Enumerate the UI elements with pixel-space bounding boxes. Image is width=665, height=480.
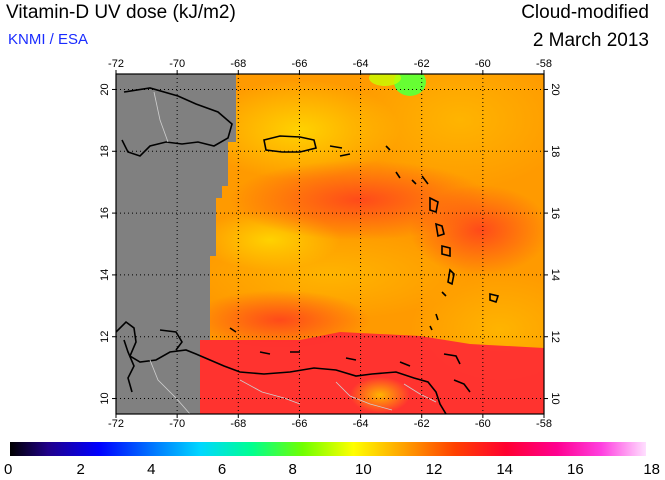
lon-label-bottom: -64	[353, 418, 369, 430]
colorbar-label: 16	[567, 461, 584, 478]
colorbar-label: 6	[218, 461, 226, 478]
lat-label-right: 10	[549, 392, 561, 404]
lat-label-left: 14	[99, 269, 111, 281]
colorbar-label: 0	[4, 461, 12, 478]
uv-field	[116, 74, 544, 414]
axis-ticks: -72 -72 -70 -70 -68 -68 -66 -66 -64 -64 -62 -62 -60 -…	[99, 58, 561, 430]
coastlines	[116, 87, 500, 414]
lon-label-top: -60	[475, 58, 491, 70]
colorbar-label: 14	[496, 461, 513, 478]
lat-label-right: 18	[549, 145, 561, 157]
lon-label-top: -66	[291, 58, 307, 70]
lat-label-left: 20	[99, 83, 111, 95]
lon-label-bottom: -70	[169, 418, 185, 430]
colorbar-label: 10	[355, 461, 372, 478]
lon-label-top: -64	[353, 58, 369, 70]
lat-label-left: 18	[99, 145, 111, 157]
lat-label-right: 20	[549, 83, 561, 95]
date-label: 2 March 2013	[532, 30, 649, 51]
lat-label-right: 14	[549, 269, 561, 281]
colorbar-label: 4	[147, 461, 155, 478]
colorbar-ticks: 0 2 4 6 8 10 12 14 16 18	[4, 461, 660, 478]
lon-label-bottom: -68	[230, 418, 246, 430]
map-title: Vitamin-D UV dose (kJ/m2)	[6, 2, 236, 23]
colorbar-label: 12	[426, 461, 443, 478]
lon-label-bottom: -60	[475, 418, 491, 430]
map-frame	[115, 73, 545, 415]
lat-label-left: 16	[99, 207, 111, 219]
lon-label-top: -68	[230, 58, 246, 70]
lon-label-top: -58	[536, 58, 552, 70]
lon-label-top: -72	[108, 58, 124, 70]
mode-label: Cloud-modified	[521, 2, 649, 23]
colorbar-label: 2	[76, 461, 84, 478]
borders	[149, 91, 437, 414]
lon-label-bottom: -62	[414, 418, 430, 430]
colorbar	[10, 442, 646, 456]
lon-label-top: -70	[169, 58, 185, 70]
lon-label-bottom: -72	[108, 418, 124, 430]
lat-lon-grid	[116, 74, 544, 414]
colorbar-label: 18	[643, 461, 660, 478]
lon-label-bottom: -58	[536, 418, 552, 430]
colorbar-label: 8	[288, 461, 296, 478]
credit-label: KNMI / ESA	[8, 31, 89, 48]
lat-label-right: 12	[549, 331, 561, 343]
lon-label-bottom: -66	[291, 418, 307, 430]
lat-label-right: 16	[549, 207, 561, 219]
lon-label-top: -62	[414, 58, 430, 70]
lat-label-left: 10	[99, 392, 111, 404]
lat-label-left: 12	[99, 331, 111, 343]
